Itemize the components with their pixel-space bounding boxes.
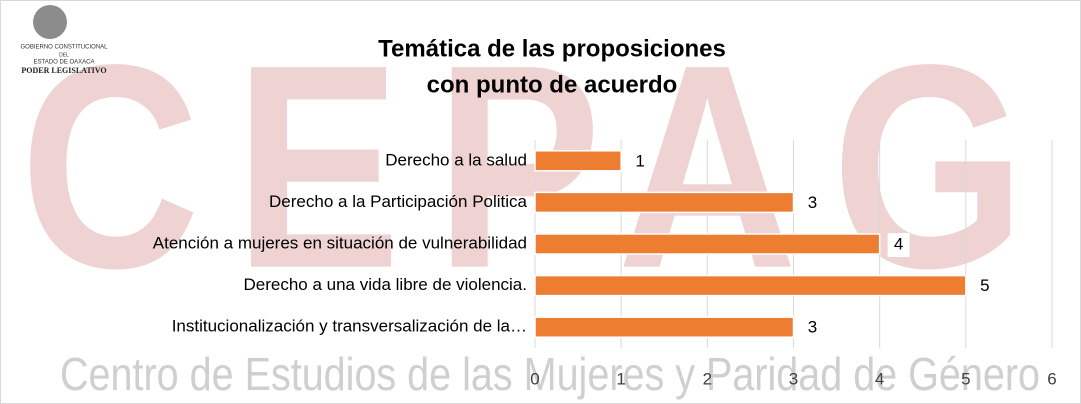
- y-tick-label: Institucionalización y transversalizació…: [172, 317, 527, 336]
- y-tick-label: Atención a mujeres en situación de vulne…: [153, 233, 527, 252]
- logo-text: ESTADO DE OAXACA: [34, 60, 95, 66]
- x-tick-label: 0: [530, 369, 539, 388]
- chart-title: Temática de las proposiciones: [378, 35, 726, 62]
- logo-text: PODER LEGISLATIVO: [21, 66, 106, 75]
- data-label: 1: [635, 151, 644, 170]
- logo-text: GOBIERNO CONSTITUCIONAL: [20, 45, 108, 51]
- data-label-box: [801, 316, 824, 341]
- chart-title: con punto de acuerdo: [427, 71, 678, 98]
- bar: [534, 233, 881, 255]
- logo: GOBIERNO CONSTITUCIONAL DEL ESTADO DE OA…: [20, 5, 108, 75]
- x-tick-label: 4: [875, 369, 884, 388]
- bar: [534, 150, 622, 172]
- data-label-box: [629, 149, 652, 174]
- logo-text: DEL: [59, 52, 69, 58]
- x-tick-label: 5: [961, 369, 970, 388]
- y-tick-label: Derecho a una vida libre de violencia.: [243, 275, 527, 294]
- y-tick-label: Derecho a la Participación Politica: [269, 192, 528, 211]
- data-label-box: [887, 233, 910, 257]
- watermark-text: Centro de Estudios de las Mujeres y Pari…: [60, 348, 1040, 400]
- data-label: 4: [894, 234, 903, 253]
- watermark-letters: CEPAG: [20, 5, 1060, 329]
- data-label-box: [801, 191, 824, 216]
- y-tick-label: Derecho a la salud: [385, 150, 527, 169]
- bar: [534, 316, 795, 338]
- data-label: 3: [808, 193, 817, 212]
- x-tick-label: 3: [789, 369, 798, 388]
- x-tick-label: 1: [616, 369, 625, 388]
- data-label-box: [973, 274, 996, 299]
- bar: [534, 274, 967, 297]
- x-tick-label: 2: [703, 369, 712, 388]
- data-label: 3: [808, 318, 817, 337]
- x-tick-label: 6: [1047, 369, 1056, 388]
- data-label: 5: [980, 276, 989, 295]
- logo-emblem: [33, 5, 67, 39]
- bar: [534, 191, 795, 214]
